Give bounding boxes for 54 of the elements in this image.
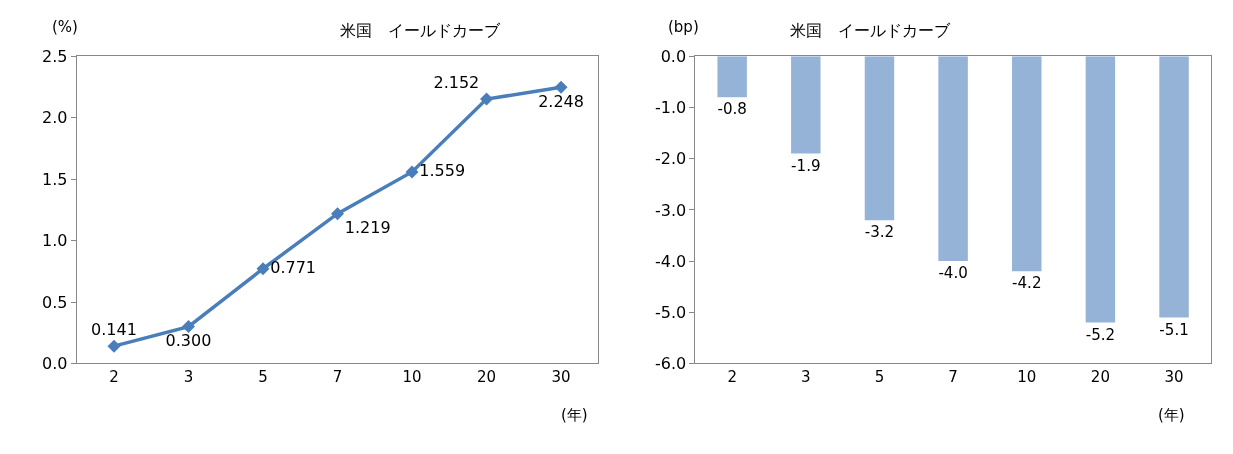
y-tick-label: 0.0 (42, 354, 68, 374)
data-label: 1.559 (419, 160, 466, 180)
y-tick-label: -3.0 (654, 200, 687, 220)
point (480, 92, 494, 106)
data-label: -0.8 (717, 100, 747, 119)
x-tick-label: 10 (1017, 368, 1037, 387)
y-tick-label: -2.0 (654, 149, 687, 169)
y-tick-label: -1.0 (654, 98, 687, 118)
y-tick-label: 1.0 (42, 231, 68, 251)
data-label: 1.219 (344, 217, 391, 237)
data-label: -3.2 (864, 223, 895, 242)
point (331, 207, 345, 221)
y-tick-label: 1.5 (42, 169, 68, 189)
data-label: 0.300 (165, 330, 212, 350)
point (256, 262, 270, 276)
y-tick-label: 2.5 (42, 46, 68, 66)
y-axis-title: (bp) (668, 18, 699, 36)
y-tick-label: -4.0 (654, 251, 687, 271)
data-label: -4.2 (1012, 274, 1042, 293)
chart-title: 米国 イールドカーブ (790, 21, 951, 40)
y-tick-label: 2.0 (42, 108, 68, 128)
point (107, 339, 121, 353)
data-label: 0.771 (270, 257, 317, 277)
x-tick-label: 30 (1164, 368, 1184, 387)
y-tick-label: 0.0 (660, 46, 687, 66)
x-tick-label: 3 (801, 368, 811, 387)
x-axis-title: (年) (561, 406, 588, 424)
x-tick-label: 10 (402, 368, 422, 387)
x-tick-label: 20 (476, 368, 497, 387)
x-tick-label: 7 (332, 368, 343, 387)
chart-title: 米国 イールドカーブ (340, 21, 501, 40)
x-tick-label: 7 (948, 368, 958, 387)
x-tick-label: 2 (109, 368, 119, 387)
point (181, 320, 195, 334)
x-tick-label: 5 (874, 368, 885, 387)
x-tick-label: 20 (1090, 368, 1110, 387)
data-label: -4.0 (938, 264, 968, 283)
data-label: 0.141 (91, 319, 137, 339)
y-axis-title: (%) (52, 18, 78, 36)
y-tick-label: -5.0 (654, 302, 687, 322)
y-tick-label: -6.0 (654, 354, 687, 374)
data-label: -1.9 (791, 156, 821, 175)
point (405, 165, 419, 179)
data-label: -5.2 (1085, 325, 1116, 344)
x-tick-label: 3 (183, 368, 194, 387)
y-tick-label: 0.5 (42, 292, 68, 312)
data-label: 2.248 (538, 91, 584, 111)
data-label: -5.1 (1159, 320, 1189, 339)
x-tick-label: 5 (258, 368, 268, 387)
x-tick-label: 30 (551, 368, 571, 387)
data-label: 2.152 (433, 72, 480, 92)
x-axis-title: (年) (1158, 406, 1185, 424)
point (554, 80, 568, 94)
x-tick-label: 2 (727, 368, 737, 387)
